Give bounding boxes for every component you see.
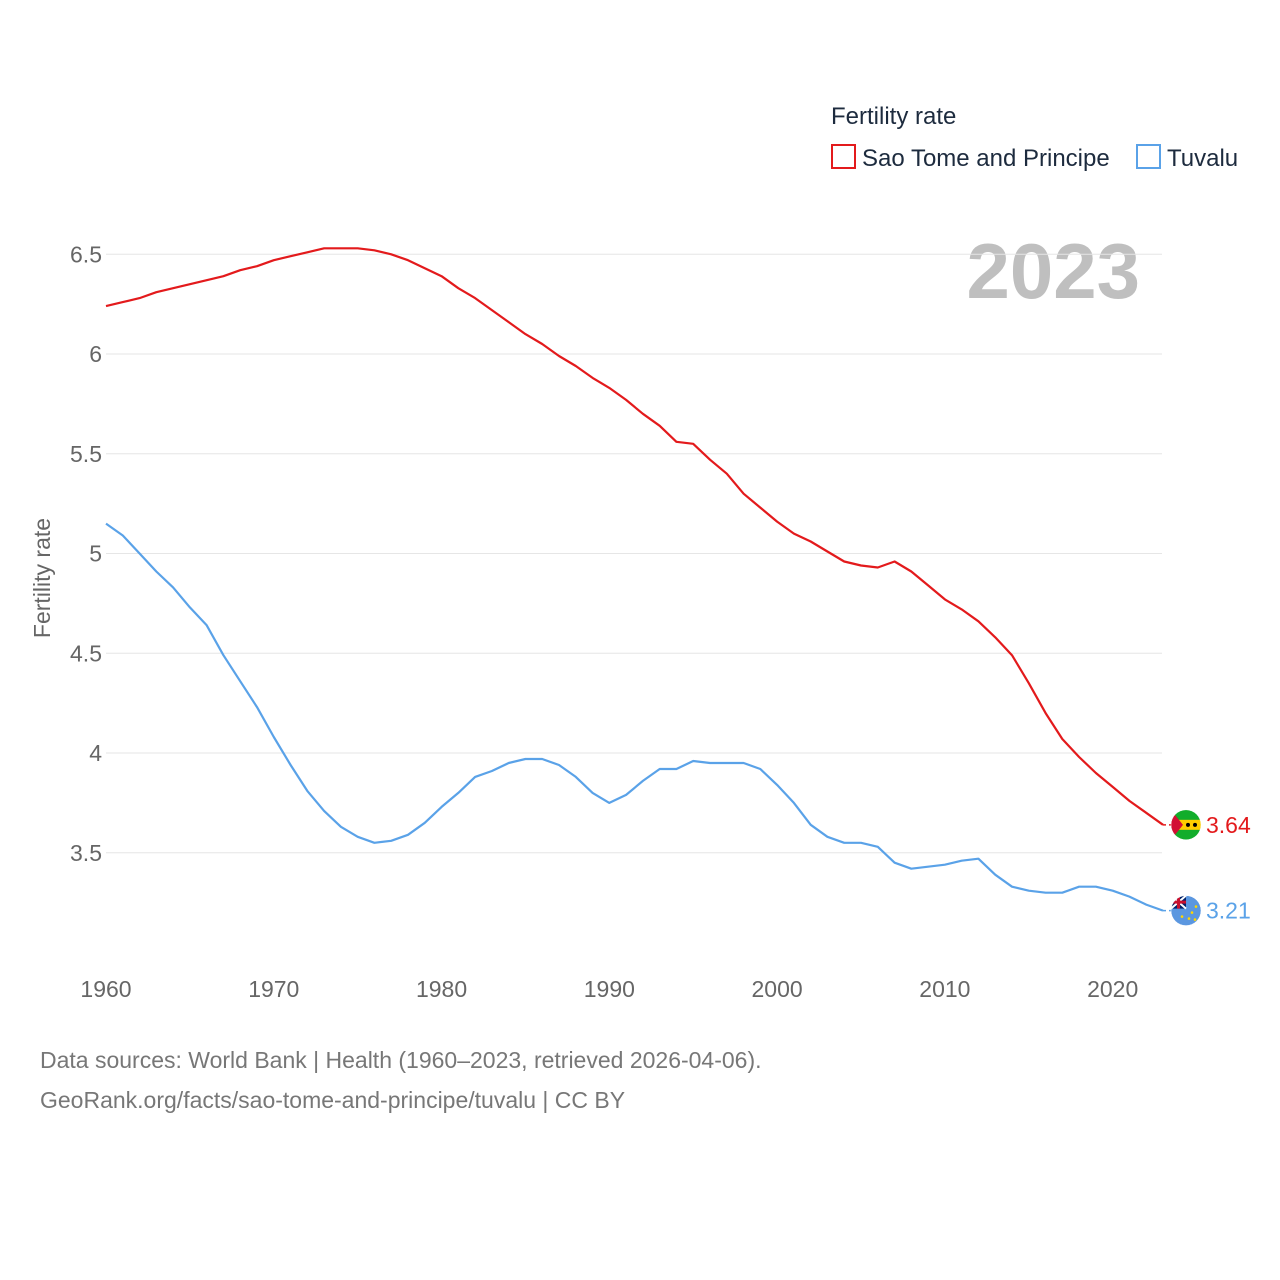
legend-item-tuvalu[interactable]: Tuvalu: [1136, 144, 1238, 172]
legend-title: Fertility rate: [831, 103, 956, 130]
footer: Data sources: World Bank | Health (1960–…: [40, 1040, 762, 1120]
legend-item-sao-tome[interactable]: Sao Tome and Principe: [831, 144, 1110, 172]
x-tick-label: 1980: [416, 976, 467, 1002]
x-tick-label: 1970: [248, 976, 299, 1002]
series-line-tuvalu[interactable]: [105, 522, 1164, 912]
legend-swatch-tuvalu: [1136, 144, 1161, 169]
end-value-label: 3.64: [1206, 812, 1251, 838]
y-tick-label: 4: [89, 740, 102, 766]
end-value-label: 3.21: [1206, 898, 1251, 924]
x-axis-ticks: 1960 1970 1980 1990 2000 2010 2020: [80, 976, 1138, 1002]
x-tick-label: 2020: [1087, 976, 1138, 1002]
credit-link[interactable]: GeoRank.org/facts/sao-tome-and-principe/…: [40, 1087, 626, 1113]
legend-label-sao-tome: Sao Tome and Principe: [862, 145, 1110, 172]
sao-tome-flag: [1170, 809, 1202, 841]
y-tick-label: 3.5: [70, 840, 102, 866]
y-axis-ticks: 3.5 4 4.5 5 5.5 6 6.5: [70, 241, 102, 866]
y-tick-label: 6: [89, 341, 102, 367]
y-axis-label: Fertility rate: [29, 518, 55, 638]
series-line-sao-tome[interactable]: [105, 247, 1164, 826]
x-tick-label: 2000: [752, 976, 803, 1002]
series-end-markers: 3.64 3.21: [1163, 809, 1251, 926]
x-tick-label: 2010: [919, 976, 970, 1002]
x-tick-label: 1960: [80, 976, 131, 1002]
y-tick-label: 6.5: [70, 241, 102, 267]
x-tick-label: 1990: [584, 976, 635, 1002]
y-tick-label: 5: [89, 541, 102, 567]
line-chart: Fertility rate Sao Tome and Principe Tuv…: [29, 103, 1251, 1002]
legend-swatch-sao-tome: [831, 144, 856, 169]
legend-label-tuvalu: Tuvalu: [1167, 145, 1238, 172]
gridlines: [106, 253, 1162, 854]
data-sources: Data sources: World Bank | Health (1960–…: [40, 1047, 762, 1073]
legend: Fertility rate Sao Tome and Principe Tuv…: [831, 103, 1238, 172]
y-tick-label: 5.5: [70, 441, 102, 467]
tuvalu-flag: [1170, 895, 1202, 926]
current-year-label: 2023: [966, 227, 1140, 315]
y-tick-label: 4.5: [70, 640, 102, 666]
series-lines: [105, 247, 1164, 912]
